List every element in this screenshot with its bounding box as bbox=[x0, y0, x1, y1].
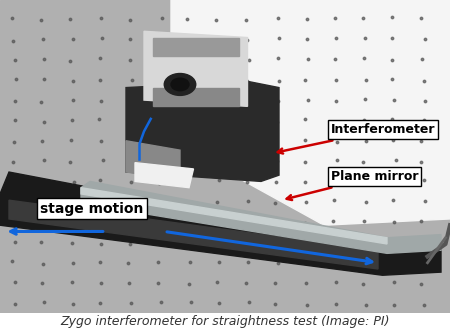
Polygon shape bbox=[126, 81, 279, 181]
Polygon shape bbox=[144, 31, 248, 106]
Bar bbox=[153, 37, 238, 56]
Text: Zygo interferometer for straightness test (Image: PI): Zygo interferometer for straightness tes… bbox=[60, 315, 390, 328]
Polygon shape bbox=[9, 200, 378, 269]
Polygon shape bbox=[81, 188, 387, 244]
Circle shape bbox=[171, 78, 189, 91]
Polygon shape bbox=[135, 163, 194, 188]
Bar bbox=[153, 88, 238, 106]
Text: Interferometer: Interferometer bbox=[278, 123, 435, 154]
Polygon shape bbox=[171, 0, 450, 225]
Text: Plane mirror: Plane mirror bbox=[287, 170, 418, 200]
Polygon shape bbox=[81, 181, 441, 253]
Text: stage motion: stage motion bbox=[40, 202, 144, 216]
Polygon shape bbox=[0, 172, 441, 275]
Polygon shape bbox=[126, 141, 180, 178]
Circle shape bbox=[164, 73, 196, 95]
